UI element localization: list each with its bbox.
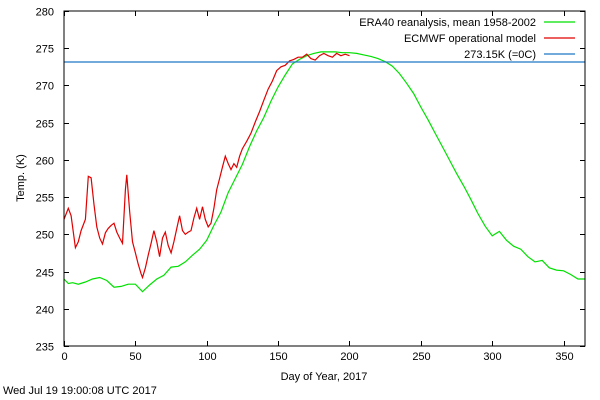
legend-label: 273.15K (=0C) [464,49,536,61]
x-tick-label: 300 [483,351,501,363]
legend-item-freezing: 273.15K (=0C) [464,49,575,61]
series-layer [63,51,585,293]
x-tick-label: 200 [340,351,358,363]
x-tick-label: 0 [61,351,67,363]
ticks-layer: 0 50 100 150 200 250 300 350 235 240 245 250 255 260 2… [36,7,585,363]
y-tick-label: 235 [36,342,54,354]
y-tick-label: 245 [36,268,54,280]
y-tick-label: 255 [36,193,54,205]
plot-frame [63,10,586,347]
y-tick-label: 270 [36,81,54,93]
y-tick-label: 275 [36,44,54,56]
y-axis-title: Temp. (K) [15,154,27,202]
x-tick-label: 50 [129,351,141,363]
x-axis-title: Day of Year, 2017 [281,371,368,383]
x-tick-label: 100 [198,351,216,363]
legend: ERA40 reanalysis, mean 1958-2002 ECMWF op… [359,17,575,61]
x-tick-label: 250 [412,351,430,363]
legend-label: ECMWF operational model [404,33,536,45]
era40-series-line [63,51,585,293]
legend-label: ERA40 reanalysis, mean 1958-2002 [359,17,536,29]
y-tick-label: 280 [36,7,54,19]
y-tick-label: 240 [36,305,54,317]
x-tick-label: 350 [555,351,573,363]
y-tick-label: 260 [36,156,54,168]
timestamp: Wed Jul 19 19:00:08 UTC 2017 [3,385,157,397]
legend-item-ecmwf: ECMWF operational model [404,33,575,45]
ecmwf-series-line [63,52,350,280]
y-tick-label: 265 [36,119,54,131]
x-tick-label: 150 [269,351,287,363]
legend-item-era40: ERA40 reanalysis, mean 1958-2002 [359,17,575,29]
y-tick-label: 250 [36,230,54,242]
